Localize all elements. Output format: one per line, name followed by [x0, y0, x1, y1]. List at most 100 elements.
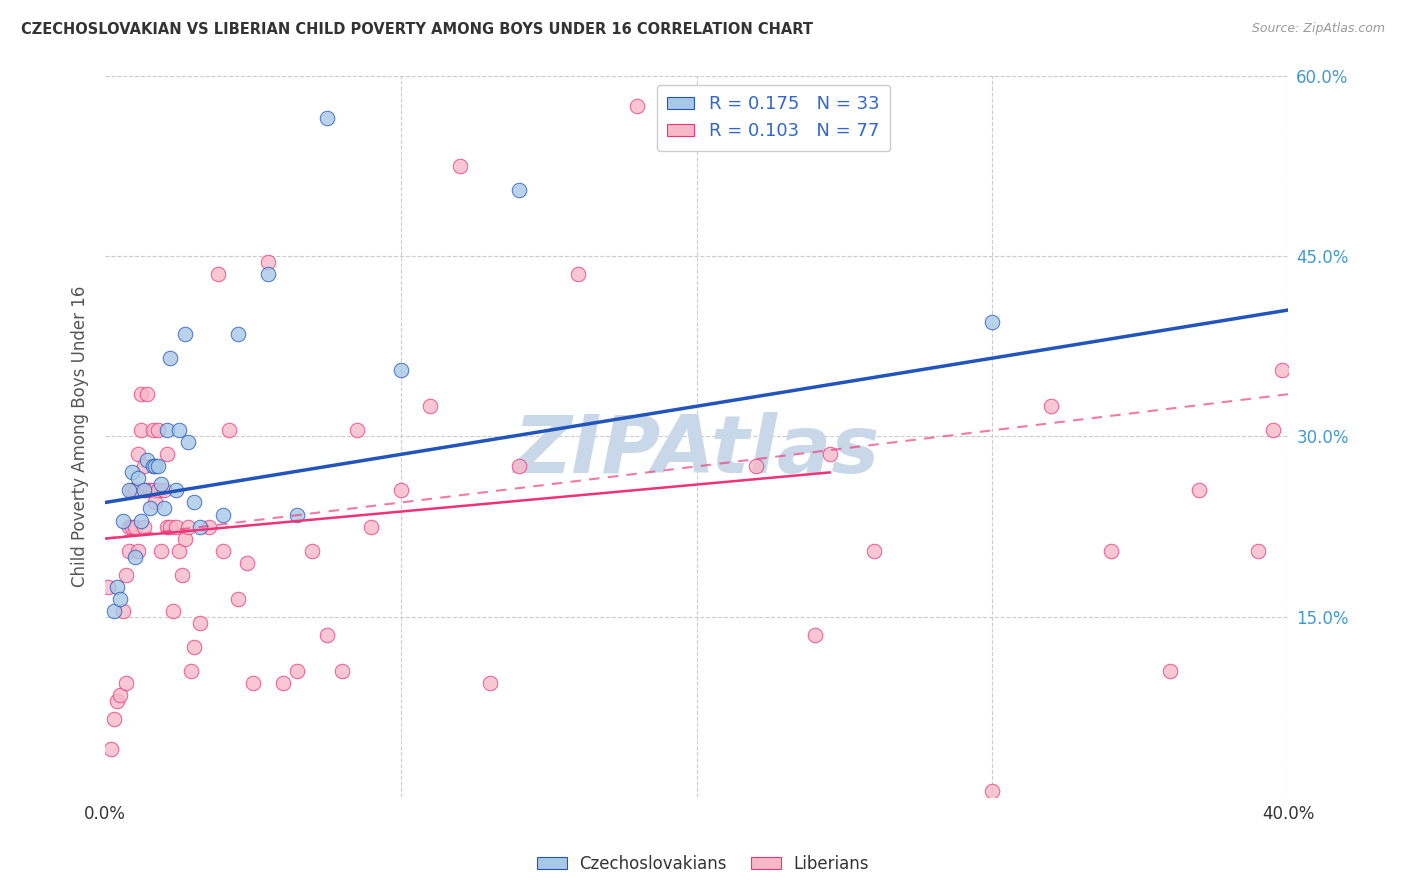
Point [287, 508, 309, 522]
Text: ZIPAtlas: ZIPAtlas [513, 412, 880, 490]
Point [180, 664, 202, 678]
Point [1271, 363, 1294, 377]
Point [121, 466, 143, 480]
Point [257, 255, 280, 269]
Point [271, 676, 294, 690]
Point [138, 483, 160, 498]
Point [159, 519, 181, 533]
Point [316, 111, 339, 125]
Point [156, 423, 179, 437]
Point [226, 591, 249, 606]
Point [129, 387, 152, 401]
Point [301, 543, 323, 558]
Point [153, 483, 176, 498]
Point [132, 483, 155, 498]
Point [287, 664, 309, 678]
Point [153, 501, 176, 516]
Point [121, 519, 143, 533]
Point [389, 483, 412, 498]
Point [108, 688, 131, 702]
Point [478, 676, 501, 690]
Point [111, 604, 134, 618]
Point [626, 98, 648, 112]
Point [141, 459, 163, 474]
Point [138, 501, 160, 516]
Point [1159, 664, 1181, 678]
Point [129, 514, 152, 528]
Point [127, 543, 149, 558]
Point [172, 567, 194, 582]
Point [156, 519, 179, 533]
Point [236, 556, 259, 570]
Point [360, 519, 382, 533]
Point [207, 267, 229, 281]
Point [257, 267, 280, 281]
Point [188, 519, 211, 533]
Point [1099, 543, 1122, 558]
Point [177, 435, 200, 450]
Point [1247, 543, 1270, 558]
Point [135, 483, 157, 498]
Point [745, 459, 768, 474]
Point [165, 483, 187, 498]
Y-axis label: Child Poverty Among Boys Under 16: Child Poverty Among Boys Under 16 [72, 285, 89, 587]
Point [148, 423, 170, 437]
Point [183, 495, 205, 509]
Point [108, 591, 131, 606]
Legend: R = 0.175   N = 33, R = 0.103   N = 77: R = 0.175 N = 33, R = 0.103 N = 77 [657, 85, 890, 152]
Point [981, 784, 1004, 798]
Point [162, 604, 184, 618]
Point [685, 122, 707, 136]
Point [177, 519, 200, 533]
Point [804, 628, 827, 642]
Point [316, 628, 339, 642]
Point [174, 327, 197, 342]
Point [141, 423, 163, 437]
Point [135, 453, 157, 467]
Point [226, 327, 249, 342]
Point [1188, 483, 1211, 498]
Point [508, 459, 530, 474]
Point [197, 519, 219, 533]
Point [141, 483, 163, 498]
Point [148, 483, 170, 498]
Point [148, 459, 170, 474]
Point [419, 399, 441, 413]
Legend: Czechoslovakians, Liberians: Czechoslovakians, Liberians [530, 848, 876, 880]
Point [174, 532, 197, 546]
Point [124, 549, 146, 564]
Point [105, 580, 128, 594]
Point [981, 315, 1004, 329]
Point [330, 664, 353, 678]
Point [167, 543, 190, 558]
Point [183, 640, 205, 654]
Point [389, 363, 412, 377]
Point [115, 676, 138, 690]
Point [118, 543, 141, 558]
Point [118, 519, 141, 533]
Point [449, 159, 471, 173]
Point [103, 604, 125, 618]
Point [212, 508, 235, 522]
Point [97, 580, 120, 594]
Point [242, 676, 264, 690]
Point [863, 543, 886, 558]
Point [145, 459, 167, 474]
Text: Source: ZipAtlas.com: Source: ZipAtlas.com [1251, 22, 1385, 36]
Point [127, 447, 149, 461]
Point [103, 712, 125, 726]
Point [115, 567, 138, 582]
Point [111, 514, 134, 528]
Point [150, 543, 173, 558]
Point [218, 423, 240, 437]
Point [150, 477, 173, 491]
Point [508, 183, 530, 197]
Point [105, 694, 128, 708]
Point [135, 387, 157, 401]
Point [100, 742, 122, 756]
Point [159, 351, 181, 366]
Point [127, 471, 149, 485]
Point [121, 483, 143, 498]
Point [165, 519, 187, 533]
Point [129, 423, 152, 437]
